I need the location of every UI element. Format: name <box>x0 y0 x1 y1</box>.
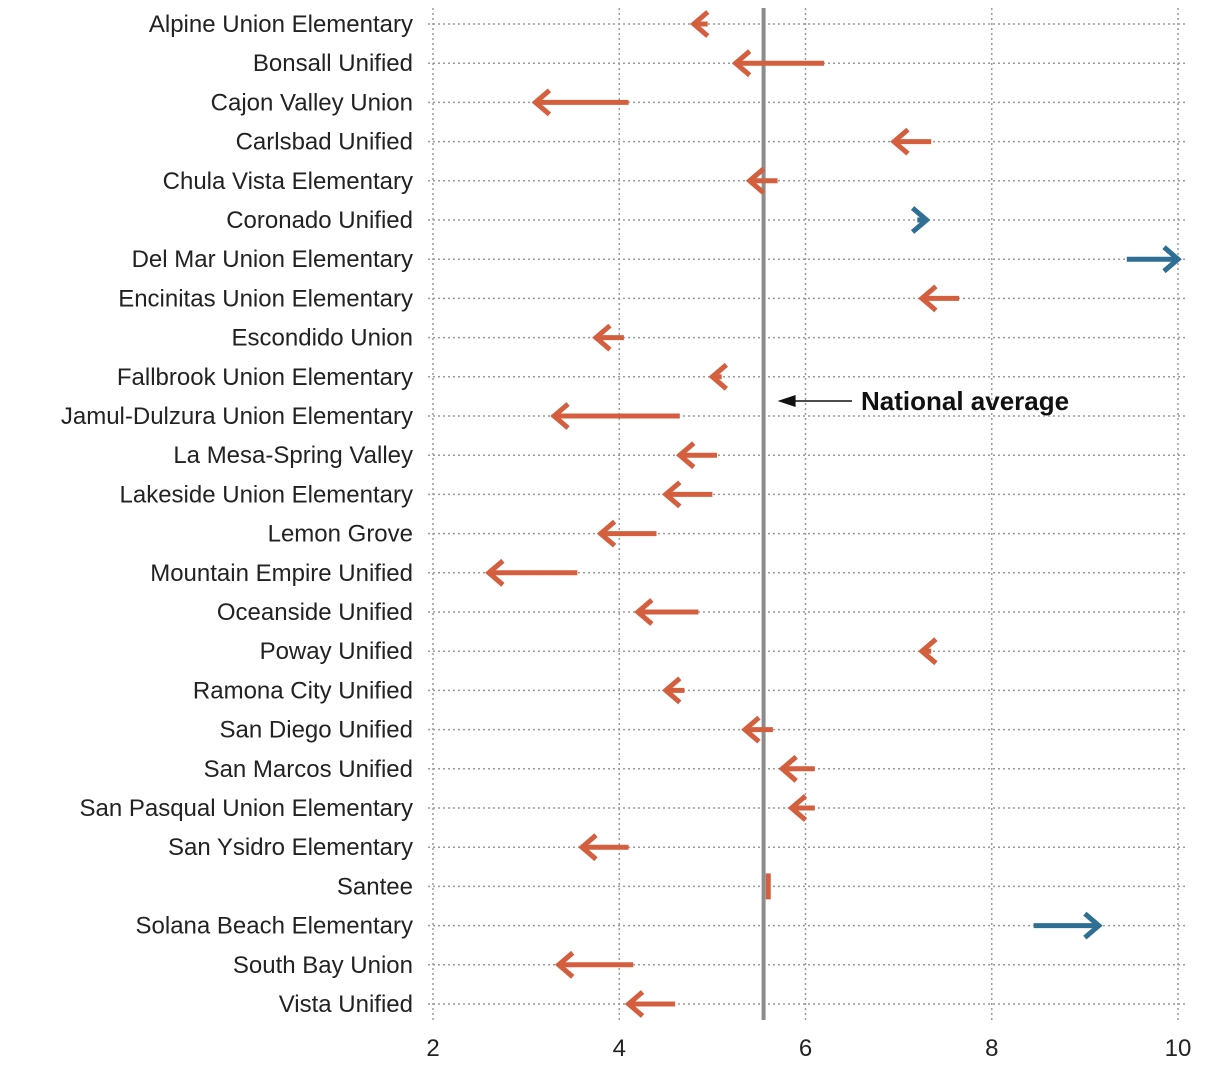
arrow-head <box>708 362 729 391</box>
arrow-head <box>624 990 645 1018</box>
arrow-head <box>890 127 910 156</box>
arrow-head <box>745 166 766 195</box>
row-label: La Mesa-Spring Valley <box>173 442 413 469</box>
x-tick-label: 10 <box>1165 1035 1192 1062</box>
arrow-mark <box>778 754 815 783</box>
arrow-mark <box>550 402 680 430</box>
national-average-label: National average <box>861 386 1069 416</box>
row-label: Del Mar Union Elementary <box>132 246 413 273</box>
arrow-mark <box>596 519 657 548</box>
arrow-mark <box>787 794 815 822</box>
row-label: Lakeside Union Elementary <box>120 481 414 508</box>
arrow-mark <box>918 284 960 313</box>
gridlines <box>428 8 1186 1020</box>
arrow-mark <box>485 558 578 587</box>
row-label: Coronado Unified <box>226 207 413 234</box>
row-label: San Ysidro Elementary <box>168 834 413 861</box>
arrow-head <box>661 676 682 705</box>
row-label: Jamul-Dulzura Union Elementary <box>61 403 413 430</box>
arrows <box>485 10 1182 1018</box>
x-tick-label: 8 <box>985 1035 998 1062</box>
row-label: Bonsall Unified <box>253 50 413 77</box>
row-label: Ramona City Unified <box>193 677 413 704</box>
arrow-mark <box>731 49 825 78</box>
arrow-head <box>550 402 570 430</box>
arrow-head <box>596 519 617 548</box>
arrow-mark <box>592 323 624 352</box>
row-label: Fallbrook Union Elementary <box>117 364 413 391</box>
row-label: San Diego Unified <box>220 717 413 744</box>
arrow-mark <box>675 441 718 470</box>
arrow-head <box>592 323 612 352</box>
arrow-head <box>578 833 598 862</box>
arrow-mark <box>578 833 629 862</box>
row-label: Escondido Union <box>232 325 413 352</box>
row-label: Alpine Union Elementary <box>149 11 413 38</box>
row-label: Chula Vista Elementary <box>163 168 413 195</box>
arrow-mark <box>531 88 629 117</box>
arrow-head <box>689 10 710 38</box>
arrow-head <box>634 598 654 626</box>
arrow-head <box>531 88 552 117</box>
row-label: Lemon Grove <box>268 521 413 548</box>
arrow-head <box>778 754 798 783</box>
row-label: Encinitas Union Elementary <box>118 285 413 312</box>
arrow-head <box>554 950 575 979</box>
row-label: Santee <box>337 873 413 900</box>
arrow-mark <box>910 206 931 234</box>
arrow-mark <box>661 480 713 509</box>
arrow-mark <box>661 676 685 705</box>
arrow-mark <box>689 10 710 38</box>
row-labels: Alpine Union Elementary Bonsall Unified Ca… <box>61 11 413 1018</box>
x-axis: 2 4 6 8 10 <box>426 1035 1191 1062</box>
row-label: Carlsbad Unified <box>236 129 413 156</box>
arrow-head <box>661 480 682 509</box>
arrow-head <box>1162 245 1182 274</box>
annotation-pointer-head <box>777 395 796 407</box>
arrow-head <box>741 715 761 744</box>
x-tick-label: 4 <box>613 1035 626 1062</box>
arrow-mark <box>1033 911 1103 940</box>
row-label: South Bay Union <box>233 952 413 979</box>
row-label: San Marcos Unified <box>204 756 413 783</box>
arrow-head <box>910 206 931 234</box>
arrow-mark <box>890 127 932 156</box>
x-tick-label: 2 <box>426 1035 439 1062</box>
arrow-mark <box>554 950 634 979</box>
arrow-mark <box>708 362 729 391</box>
arrow-mark <box>745 166 778 195</box>
arrow-head <box>731 49 752 78</box>
arrow-mark <box>1126 245 1182 274</box>
arrow-head <box>918 637 938 666</box>
arrow-head <box>787 794 808 822</box>
arrow-mark <box>741 715 773 744</box>
arrow-head <box>675 441 696 470</box>
row-label: Poway Unified <box>260 638 413 665</box>
x-tick-label: 6 <box>799 1035 812 1062</box>
row-label: Mountain Empire Unified <box>150 560 413 587</box>
arrow-mark <box>918 637 938 666</box>
row-label: San Pasqual Union Elementary <box>79 795 413 822</box>
row-label: Solana Beach Elementary <box>136 913 414 940</box>
arrow-head <box>1083 911 1103 940</box>
arrow-head <box>485 558 505 587</box>
arrow-mark <box>624 990 676 1018</box>
row-label: Vista Unified <box>279 991 413 1018</box>
arrow-mark <box>634 598 699 626</box>
national-average-group: National average <box>761 8 1069 1020</box>
arrow-head <box>918 284 938 313</box>
row-label: Cajon Valley Union <box>211 89 413 116</box>
row-label: Oceanside Unified <box>217 599 413 626</box>
